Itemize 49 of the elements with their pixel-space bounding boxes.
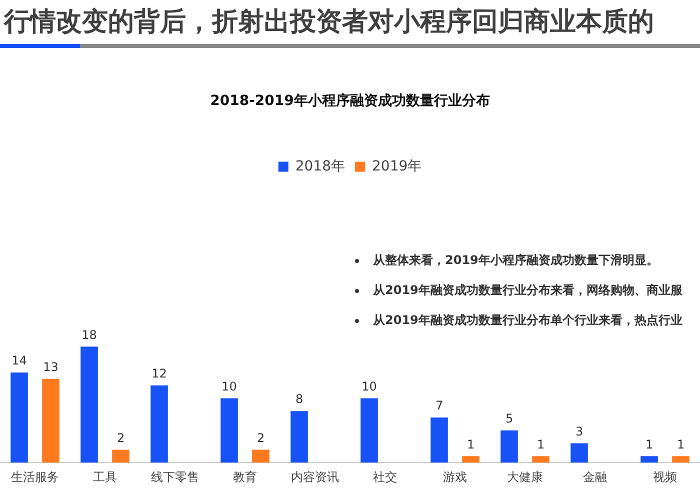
data-label: 2 [116,430,125,445]
data-label: 7 [435,398,444,413]
x-tick-label: 生活服务 [11,470,59,484]
data-label: 5 [505,412,514,426]
data-label: 13 [43,360,58,374]
bar [42,378,60,463]
x-tick-label: 游戏 [443,470,467,484]
x-tick-label: 社交 [373,470,397,484]
chart-subtitle: 2018-2019年小程序融资成功数量行业分布 [210,92,490,110]
x-tick-label: 大健康 [507,470,543,484]
data-label: 12 [152,366,167,380]
x-tick-label: 金融 [583,470,607,484]
bar [672,456,690,463]
bar [500,430,518,463]
bar [430,418,448,463]
x-tick-label: 视频 [653,470,677,484]
bar [532,456,550,463]
data-label: 3 [575,424,584,438]
bar [112,450,130,463]
bar [570,443,588,463]
bar [360,398,378,463]
x-tick-label: 教育 [233,470,257,484]
data-label: 2 [256,430,265,445]
chart-title: 行情改变的背后，折射出投资者对小程序回归商业本质的 [4,6,654,39]
data-label: 1 [466,437,475,452]
data-label: 1 [645,437,654,452]
text: 从2019年融资成功数量行业分布来看，网络购物、商业服 [373,282,682,299]
data-label: 1 [676,437,685,452]
legend-label: 2018年 [295,158,346,174]
data-label: 8 [295,392,304,406]
data-label: 14 [12,354,27,368]
bar [10,372,28,463]
data-label: 10 [362,379,377,394]
data-label: 10 [222,379,237,394]
bar [252,450,270,463]
x-tick-label: 工具 [93,470,117,484]
bar [80,346,98,463]
text: 从2019年融资成功数量行业分布单个行业来看，热点行业 [373,312,682,329]
bar [462,456,480,463]
legend-label: 2019年 [372,158,422,174]
data-label: 1 [536,437,545,452]
x-tick-label: 线下零售 [151,470,199,484]
bar [150,385,168,463]
bar [640,456,658,463]
text: 从整体来看，2019年小程序融资成功数量下滑明显。 [373,252,658,269]
x-tick-label: 内容资讯 [291,470,339,484]
data-label: 18 [82,328,97,342]
bar [220,398,238,463]
bar [290,411,308,463]
